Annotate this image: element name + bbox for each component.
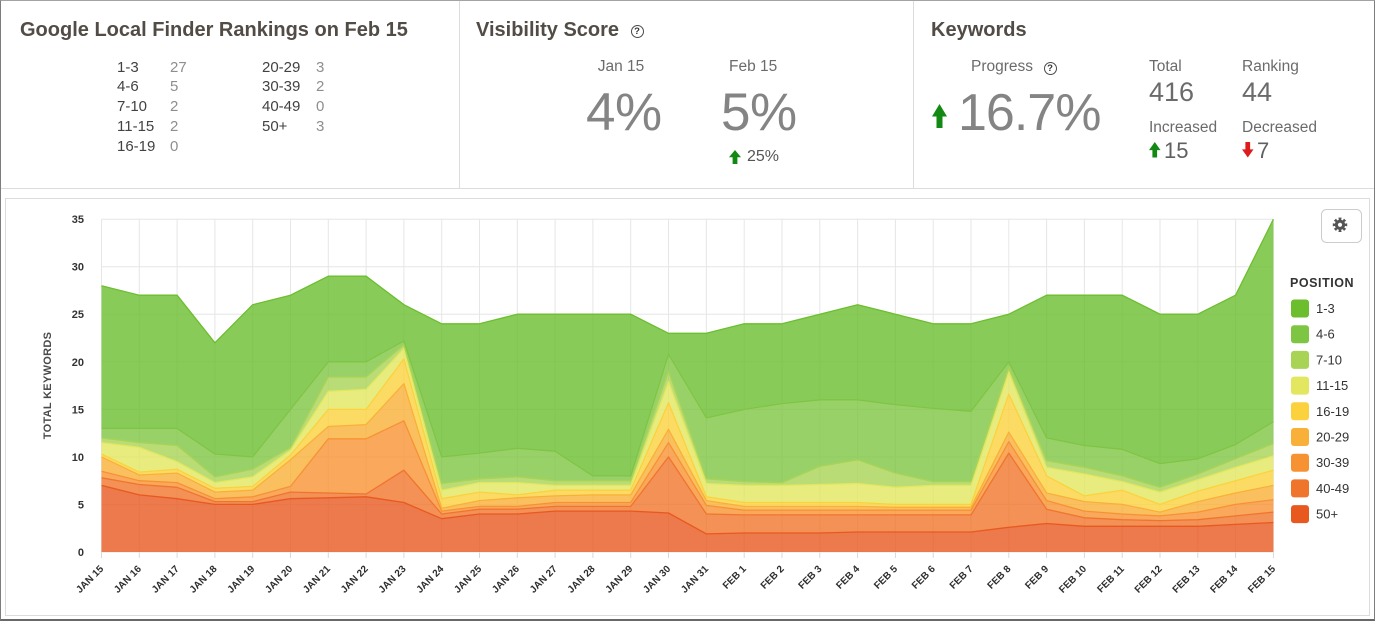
svg-text:JAN 17: JAN 17 [150,564,182,596]
svg-text:JAN 28: JAN 28 [566,564,598,596]
svg-text:JAN 26: JAN 26 [490,564,522,596]
svg-text:JAN 21: JAN 21 [301,564,333,596]
svg-text:JAN 27: JAN 27 [528,564,560,596]
svg-text:FEB 6: FEB 6 [910,564,938,592]
svg-text:FEB 15: FEB 15 [1246,564,1278,596]
svg-text:JAN 18: JAN 18 [188,564,220,596]
svg-text:JAN 30: JAN 30 [641,564,673,596]
svg-text:FEB 8: FEB 8 [986,564,1014,592]
svg-text:5: 5 [78,499,84,511]
svg-text:16-19: 16-19 [1316,404,1349,419]
svg-text:JAN 16: JAN 16 [112,564,144,596]
svg-text:20: 20 [72,357,84,369]
svg-text:JAN 15: JAN 15 [74,564,106,596]
svg-text:7-10: 7-10 [1316,352,1342,367]
svg-text:JAN 20: JAN 20 [263,564,295,596]
svg-text:JAN 22: JAN 22 [339,564,371,596]
svg-text:JAN 31: JAN 31 [679,564,711,596]
svg-text:JAN 25: JAN 25 [452,564,484,596]
svg-text:JAN 23: JAN 23 [377,564,409,596]
svg-text:40-49: 40-49 [1316,481,1349,496]
svg-text:30-39: 30-39 [1316,455,1349,470]
svg-text:POSITION: POSITION [1290,276,1354,290]
svg-text:35: 35 [72,214,84,226]
svg-text:FEB 14: FEB 14 [1208,564,1240,596]
svg-text:10: 10 [72,452,84,464]
svg-text:FEB 11: FEB 11 [1095,564,1127,596]
svg-text:20-29: 20-29 [1316,430,1349,445]
svg-text:FEB 9: FEB 9 [1023,564,1051,592]
svg-text:JAN 19: JAN 19 [226,564,258,596]
svg-text:FEB 2: FEB 2 [759,564,787,592]
svg-text:FEB 13: FEB 13 [1171,564,1203,596]
svg-text:FEB 4: FEB 4 [834,564,862,592]
svg-text:TOTAL KEYWORDS: TOTAL KEYWORDS [42,332,54,439]
svg-text:FEB 10: FEB 10 [1057,564,1089,596]
svg-text:25: 25 [72,309,84,321]
svg-text:JAN 24: JAN 24 [415,564,447,596]
svg-text:1-3: 1-3 [1316,301,1335,316]
svg-text:0: 0 [78,547,84,559]
svg-text:FEB 7: FEB 7 [948,564,976,592]
svg-text:4-6: 4-6 [1316,327,1335,342]
svg-text:JAN 29: JAN 29 [604,564,636,596]
svg-text:11-15: 11-15 [1316,378,1348,393]
svg-text:FEB 1: FEB 1 [721,564,749,592]
svg-text:FEB 12: FEB 12 [1133,564,1165,596]
svg-text:30: 30 [72,262,84,274]
svg-text:FEB 3: FEB 3 [797,564,825,592]
svg-text:15: 15 [72,404,84,416]
svg-text:FEB 5: FEB 5 [872,564,900,592]
svg-text:50+: 50+ [1316,507,1338,522]
